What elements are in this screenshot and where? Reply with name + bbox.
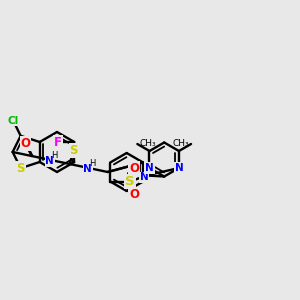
Text: H: H: [52, 151, 58, 160]
Text: CH₃: CH₃: [172, 140, 189, 148]
Text: N: N: [140, 172, 148, 182]
Text: O: O: [129, 162, 139, 175]
Text: N: N: [45, 156, 54, 166]
Text: Cl: Cl: [8, 116, 19, 126]
Text: O: O: [20, 137, 30, 150]
Text: S: S: [16, 162, 25, 175]
Text: CH₃: CH₃: [140, 140, 156, 148]
Text: N: N: [83, 164, 92, 174]
Text: O: O: [129, 188, 139, 201]
Text: H: H: [145, 166, 152, 175]
Text: N: N: [145, 163, 154, 173]
Text: H: H: [89, 158, 96, 167]
Text: S: S: [69, 144, 78, 157]
Text: F: F: [54, 136, 62, 148]
Text: N: N: [175, 163, 183, 173]
Text: S: S: [125, 175, 135, 188]
